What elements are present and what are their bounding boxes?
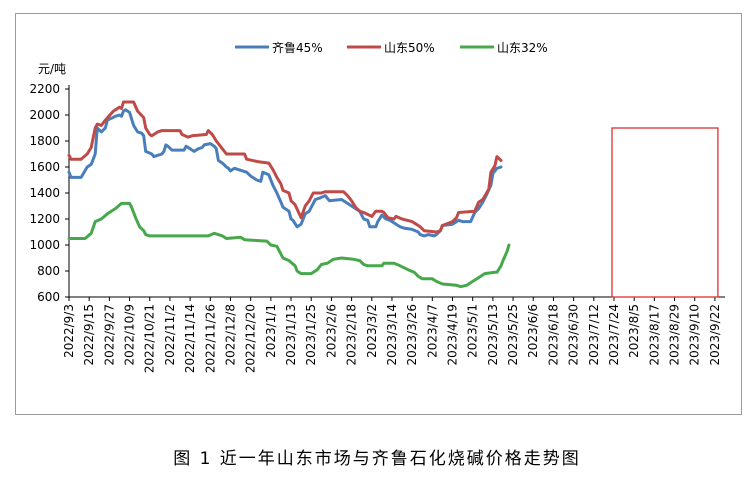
series-line-0	[67, 108, 503, 238]
y-axis-label: 元/吨	[38, 62, 66, 76]
y-tick-label: 1800	[29, 134, 60, 148]
legend-label-2: 山东32%	[497, 41, 548, 55]
y-tick-label: 600	[37, 290, 60, 304]
series-line-2	[67, 201, 511, 289]
y-tick-label: 2000	[29, 108, 60, 122]
y-tick-label: 2200	[29, 82, 60, 96]
x-tick-label: 2023/5/25	[506, 304, 520, 366]
x-tick-label: 2023/3/2	[365, 304, 379, 358]
x-tick-label: 2023/8/5	[627, 304, 641, 358]
x-tick-label: 2023/3/26	[405, 304, 419, 366]
x-tick-label: 2023/8/17	[647, 304, 661, 366]
x-tick-label: 2022/11/14	[183, 304, 197, 373]
figure-caption: 图 1 近一年山东市场与齐鲁石化烧碱价格走势图	[173, 449, 581, 469]
x-tick-label: 2023/3/14	[385, 304, 399, 366]
x-tick-label: 2022/9/27	[102, 304, 116, 366]
series-line-1	[67, 100, 503, 234]
x-tick-label: 2023/2/18	[345, 304, 359, 366]
x-tick-label: 2022/10/9	[123, 304, 137, 366]
y-tick-label: 1400	[29, 186, 60, 200]
x-tick-label: 2023/1/25	[304, 304, 318, 366]
x-tick-label: 2022/10/21	[143, 304, 157, 373]
x-tick-label: 2022/11/2	[163, 304, 177, 366]
chart-svg: 600 800 1000 1200 1400 1600 1800 2000 2200 元/吨 202…	[29, 40, 725, 373]
x-tick-label: 2023/5/1	[466, 304, 480, 358]
x-tick-label: 2023/1/13	[284, 304, 298, 366]
chart-frame	[15, 13, 742, 415]
x-tick-label: 2023/8/29	[668, 304, 682, 366]
x-tick-label: 2023/1/1	[264, 304, 278, 358]
x-tick-label: 2023/9/22	[708, 304, 722, 366]
x-tick-label: 2023/6/18	[546, 304, 560, 366]
x-tick-label: 2022/12/8	[223, 304, 237, 366]
y-tick-label: 1000	[29, 238, 60, 252]
x-tick-label: 2023/6/6	[526, 304, 540, 358]
x-tick-label: 2023/9/10	[688, 304, 702, 366]
legend-label-1: 山东50%	[384, 41, 435, 55]
highlight-box	[611, 127, 719, 298]
x-tick-label: 2023/7/24	[607, 304, 621, 366]
x-tick-label: 2023/7/12	[587, 304, 601, 366]
x-tick-label: 2023/6/30	[567, 304, 581, 366]
x-tick-label: 2022/12/20	[244, 304, 258, 373]
y-tick-label: 800	[37, 264, 60, 278]
x-tick-label: 2023/5/13	[486, 304, 500, 366]
x-tick-label: 2022/9/15	[82, 304, 96, 366]
x-tick-label: 2022/11/26	[203, 304, 217, 373]
legend-label-0: 齐鲁45%	[272, 40, 323, 55]
x-tick-label: 2023/2/6	[324, 304, 338, 358]
x-tick-label: 2022/9/3	[62, 304, 76, 358]
x-tick-label: 2023/4/19	[446, 304, 460, 366]
x-tick-label: 2023/4/7	[425, 304, 439, 358]
y-tick-label: 1200	[29, 212, 60, 226]
y-tick-label: 1600	[29, 160, 60, 174]
